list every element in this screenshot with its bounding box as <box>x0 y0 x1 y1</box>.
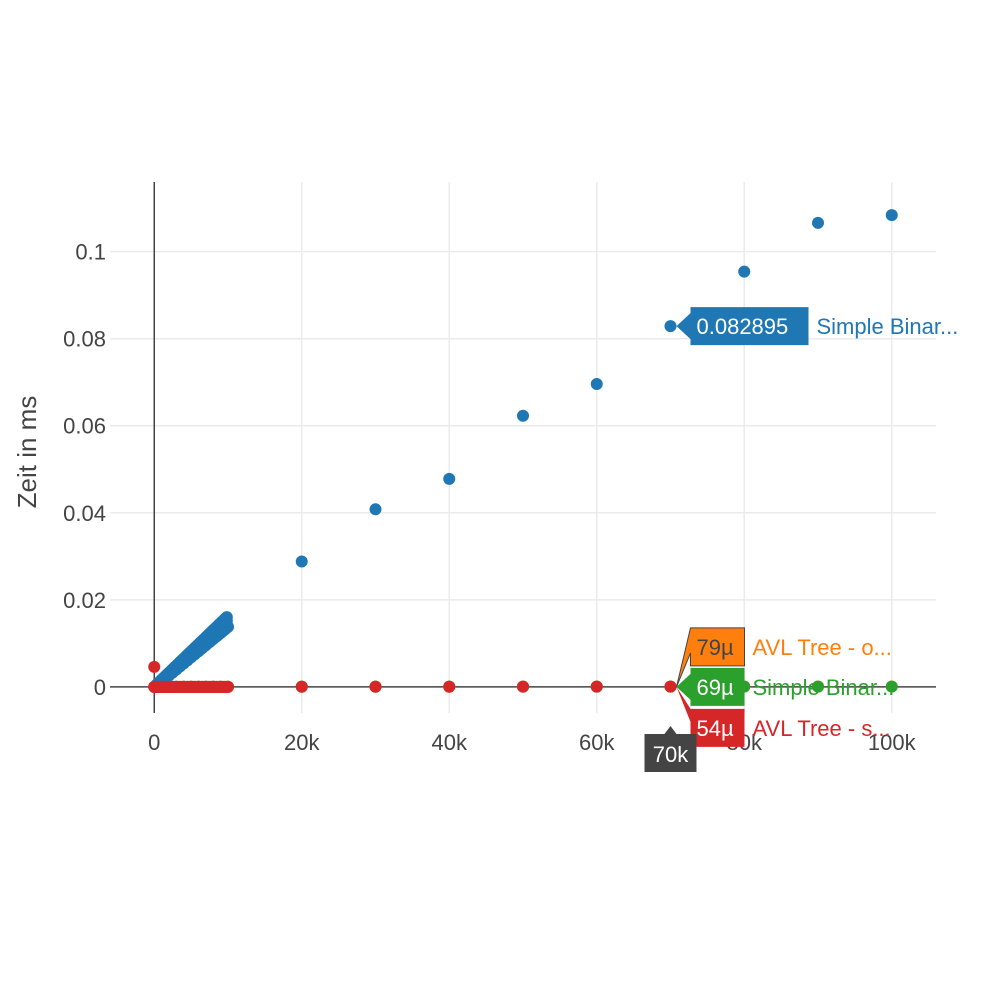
hover-series-2: Simple Binar... <box>753 675 895 700</box>
y-tick-label: 0.02 <box>63 588 106 613</box>
hover-x-label: 70k <box>653 742 689 767</box>
x-tick-label: 60k <box>579 730 615 755</box>
data-point[interactable] <box>664 320 677 333</box>
hover-box-2 <box>676 667 745 706</box>
data-point[interactable] <box>812 216 824 229</box>
hover-series-3: AVL Tree - s... <box>753 716 891 741</box>
series-markers[interactable] <box>148 209 898 693</box>
series-3-dense[interactable] <box>148 680 234 693</box>
y-axis-title: Zeit in ms <box>12 396 42 509</box>
y-tick-label: 0 <box>94 675 106 700</box>
data-point[interactable] <box>885 209 898 222</box>
axes <box>110 182 936 713</box>
hover-value-2: 69µ <box>697 675 734 700</box>
y-tick-label: 0.06 <box>63 414 106 439</box>
data-point[interactable] <box>517 409 529 422</box>
data-point[interactable] <box>664 680 677 693</box>
hover-labels: 0.082895 Simple Binar... 79µ AVL Tree - o..… <box>644 307 959 772</box>
y-tick-label: 0.1 <box>75 240 106 265</box>
data-point[interactable] <box>295 555 308 568</box>
series-0-dense[interactable] <box>150 611 233 692</box>
data-point[interactable] <box>443 472 456 485</box>
data-point[interactable] <box>148 660 161 673</box>
x-tick-label: 0 <box>148 730 160 755</box>
data-point[interactable] <box>590 377 603 390</box>
hover-box-3 <box>676 686 745 747</box>
hover-value-3: 54µ <box>697 716 734 741</box>
hover-value-1: 79µ <box>697 635 734 660</box>
x-tick-label: 20k <box>284 730 320 755</box>
x-tick-label: 100k <box>868 730 917 755</box>
hover-box-0 <box>676 307 809 346</box>
y-tick-label: 0.08 <box>63 327 106 352</box>
grid-lines <box>110 182 936 713</box>
hover-value-0: 0.082895 <box>697 314 789 339</box>
data-point[interactable] <box>221 680 234 693</box>
data-point[interactable] <box>369 680 382 693</box>
data-point[interactable] <box>517 680 529 693</box>
data-point[interactable] <box>738 265 751 278</box>
data-point[interactable] <box>812 680 824 693</box>
data-point[interactable] <box>295 680 308 693</box>
x-tick-label: 40k <box>432 730 468 755</box>
data-point[interactable] <box>443 680 456 693</box>
data-point[interactable] <box>590 680 603 693</box>
data-point[interactable] <box>885 680 898 693</box>
series-0[interactable] <box>148 209 898 693</box>
data-point[interactable] <box>369 503 382 516</box>
hover-box-1 <box>676 627 745 688</box>
tick-labels: 020k40k60k80k100k00.020.040.060.080.1 <box>63 240 916 755</box>
hover-series-0: Simple Binar... <box>817 314 959 339</box>
y-tick-label: 0.04 <box>63 501 106 526</box>
hover-x-box <box>644 726 697 772</box>
hover-series-1: AVL Tree - o... <box>753 635 892 660</box>
data-point[interactable] <box>220 611 233 624</box>
